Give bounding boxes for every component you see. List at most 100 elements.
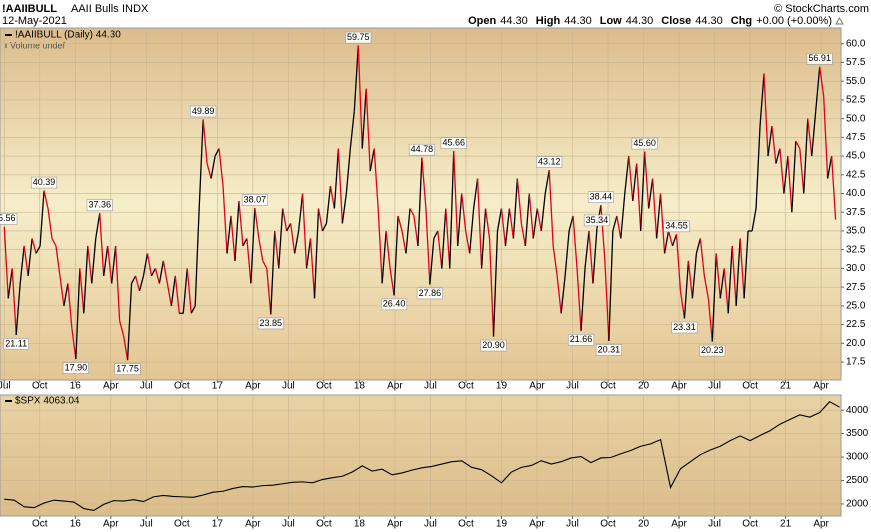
line-segment [3, 226, 9, 299]
line-segment [202, 119, 208, 164]
value-label-box [631, 137, 658, 150]
line-segment [146, 253, 153, 277]
line-segment [7, 268, 13, 299]
legend-title: $SPX 4063.04 [15, 396, 80, 407]
line-segment [341, 193, 347, 224]
line-segment [290, 223, 296, 254]
line-segment [572, 215, 578, 269]
quote-value: 44.30 [695, 15, 723, 27]
line-segment [437, 230, 443, 269]
line-segment [723, 268, 729, 314]
line-segment [194, 208, 200, 306]
line-segment [584, 230, 590, 269]
line-segment [648, 178, 654, 209]
line-segment [496, 208, 503, 232]
line-segment [787, 156, 793, 213]
line-segment [31, 238, 37, 254]
line-segment [476, 178, 483, 269]
line-segment [43, 190, 49, 209]
line-segment [258, 238, 264, 262]
line-segment [39, 190, 45, 246]
line-segment [270, 230, 276, 315]
line-segment [532, 208, 538, 239]
line-segment [608, 230, 614, 342]
line-segment [313, 208, 320, 299]
main-panel [0, 27, 842, 381]
exchange: INDX [122, 3, 149, 15]
line-segment [560, 275, 566, 314]
line-segment [624, 155, 630, 194]
y-tick-label: 20.0 [846, 338, 866, 349]
x-tick-label: Jul [566, 381, 579, 392]
y-tick-label: 3000 [846, 452, 869, 463]
line-segment [830, 156, 837, 220]
line-segment [811, 111, 817, 157]
x-tick-label: Oct [458, 381, 474, 392]
x-tick-label: Jul [282, 381, 295, 392]
line-segment [385, 230, 391, 269]
quote-value: 44.30 [564, 15, 592, 27]
line-segment [242, 238, 248, 247]
value-label-box [408, 143, 435, 156]
line-segment [548, 170, 554, 246]
line-segment [775, 148, 781, 164]
value-label: 17.90 [65, 362, 88, 372]
line-segment [301, 193, 308, 269]
line-segment [508, 208, 515, 239]
line-segment [616, 215, 622, 239]
line-segment [799, 148, 805, 194]
line-segment [83, 245, 89, 314]
line-segment [735, 238, 741, 306]
line-segment [484, 208, 491, 239]
value-label: 44.78 [411, 144, 434, 154]
date: 12-May-2021 [2, 15, 67, 27]
x-tick-label: Apr [813, 519, 829, 530]
line-segment [640, 151, 646, 231]
line-segment [122, 335, 129, 361]
y-tick-label: 52.5 [846, 95, 866, 106]
x-tick-label: Apr [813, 381, 829, 392]
line-segment [19, 245, 25, 284]
x-tick-label: Jul [140, 519, 153, 530]
x-tick-label: 18 [354, 519, 366, 530]
y-tick-label: 30.0 [846, 263, 866, 274]
x-tick-label: Apr [245, 381, 261, 392]
line-segment [126, 283, 133, 361]
line-segment [63, 283, 69, 306]
line-segment [743, 230, 749, 299]
line-segment [524, 193, 530, 246]
value-label: 23.85 [260, 318, 283, 328]
line-segment [361, 88, 367, 149]
y-tick-label: 2000 [846, 499, 869, 510]
y-tick-label: 57.5 [846, 57, 866, 68]
line-segment [719, 268, 725, 299]
x-tick-label: 20 [638, 519, 650, 530]
value-label: 40.39 [33, 177, 56, 187]
line-segment [453, 151, 459, 246]
x-tick-label: 19 [496, 519, 508, 530]
line-segment [190, 305, 196, 314]
x-tick-label: 18 [354, 381, 366, 392]
line-segment [373, 148, 379, 209]
value-label-box [30, 176, 58, 189]
y-tick-label: 50.0 [846, 113, 866, 124]
value-label-box [190, 105, 217, 118]
line-segment [604, 260, 610, 342]
line-segment [636, 163, 642, 231]
value-label: 27.86 [419, 288, 442, 298]
line-segment [150, 268, 156, 277]
line-segment [67, 283, 73, 329]
line-segment [827, 155, 833, 179]
line-segment [393, 215, 399, 296]
value-label-box [345, 31, 372, 44]
value-label: 45.66 [442, 138, 465, 148]
line-segment [186, 268, 192, 314]
line-segment [134, 275, 141, 292]
line-segment [286, 223, 292, 232]
line-segment [441, 208, 447, 269]
line-segment [675, 234, 682, 291]
line-segment [266, 268, 272, 315]
legend-title: !AAIIBULL (Daily) 44.30 [15, 30, 121, 41]
x-tick-label: Jul [140, 381, 153, 392]
y-tick-label: 4000 [846, 405, 869, 416]
